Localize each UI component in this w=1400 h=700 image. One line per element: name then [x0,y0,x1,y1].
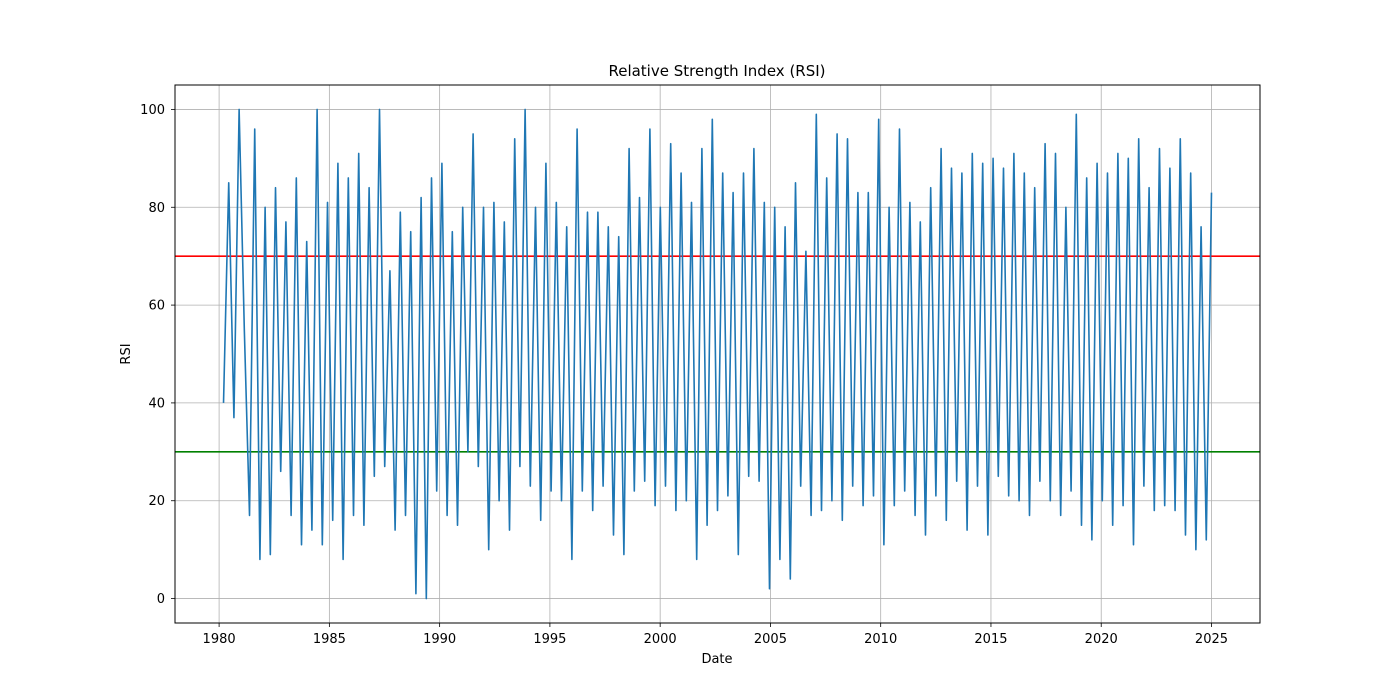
y-axis-label: RSI [119,343,134,364]
x-tick-label: 1990 [423,632,456,647]
y-tick-label: 80 [148,201,165,216]
series-layer [222,108,1213,600]
x-axis-ticks: 1980 1985 1990 1995 2000 2005 2010 2015 2020 2025 [203,623,1228,647]
x-tick-label: 2025 [1195,632,1228,647]
x-tick-label: 2015 [974,632,1007,647]
y-tick-label: 20 [148,494,165,509]
rsi-series-line [222,108,1213,600]
x-tick-label: 1995 [533,632,566,647]
x-tick-label: 2010 [864,632,897,647]
x-tick-label: 2020 [1085,632,1118,647]
x-tick-label: 1985 [313,632,346,647]
x-tick-label: 2005 [754,632,787,647]
y-tick-label: 60 [148,299,165,314]
plot-frame [174,84,1261,624]
y-axis-ticks: 0 20 40 60 80 100 [140,103,175,607]
y-tick-label: 100 [140,103,165,118]
chart-title: Relative Strength Index (RSI) [608,62,825,80]
x-axis-label: Date [701,652,732,667]
y-tick-label: 40 [148,396,165,411]
x-tick-label: 1980 [203,632,236,647]
threshold-lines [175,255,1260,453]
y-tick-label: 0 [157,592,165,607]
x-tick-label: 2000 [644,632,677,647]
